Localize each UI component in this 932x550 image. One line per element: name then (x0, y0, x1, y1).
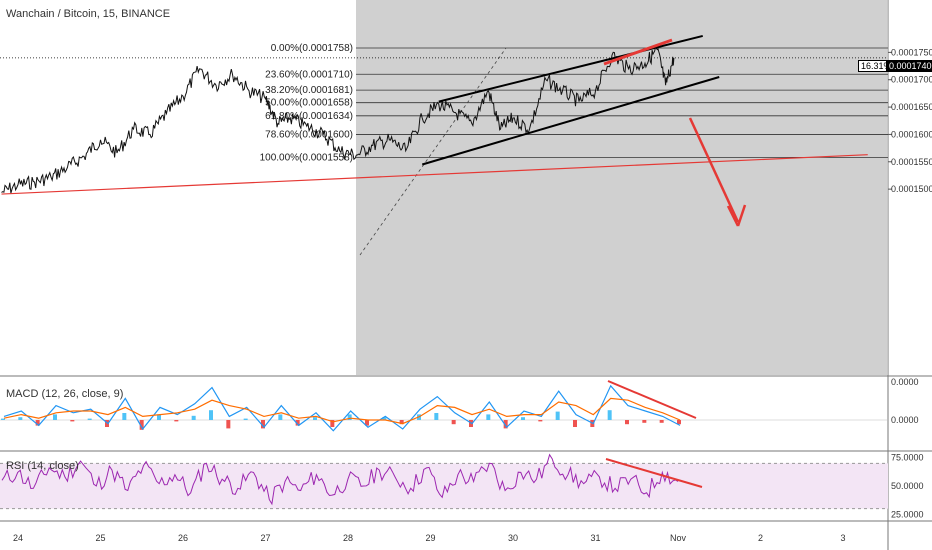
macd-hist-bar (451, 420, 456, 425)
macd-hist-bar (209, 410, 213, 420)
macd-hist-bar (70, 420, 75, 422)
rsi-tick-label: 75.0000 (891, 453, 924, 463)
x-tick-label: Nov (670, 533, 687, 543)
macd-hist-bar (122, 413, 127, 420)
fib-level-label: 50.00%(0.0001658) (265, 98, 353, 109)
macd-hist-bar (1, 418, 5, 420)
macd-hist-bar (538, 420, 543, 422)
x-tick-label: 25 (95, 533, 105, 543)
x-tick-label: 29 (425, 533, 435, 543)
x-tick-label: 26 (178, 533, 188, 543)
macd-hist-bar (625, 420, 629, 425)
macd-hist-bar (382, 417, 387, 420)
y-tick-label: 0.0001500 (891, 184, 932, 194)
price-line (1, 45, 675, 194)
macd-hist-bar (278, 414, 283, 420)
macd-hist-bar (642, 420, 647, 423)
macd-tick-label: 0.0000 (891, 377, 919, 387)
macd-pane-title: MACD (12, 26, close, 9) (6, 388, 124, 400)
fib-level-label: 23.60%(0.0001710) (265, 69, 353, 80)
macd-hist-bar (521, 417, 525, 420)
macd-hist-bar (555, 411, 560, 420)
fib-level-label: 78.60%(0.0001600) (265, 129, 353, 140)
macd-hist-bar (503, 420, 508, 429)
rsi-divergence-line (605, 458, 703, 488)
macd-hist-bar (365, 420, 369, 426)
macd-hist-bar (243, 418, 248, 420)
x-tick-label: 2 (758, 533, 763, 543)
macd-hist-bar (139, 420, 144, 430)
macd-hist-bar (677, 420, 681, 425)
macd-hist-bar (313, 417, 317, 420)
forecast-arrow-head (726, 204, 747, 227)
macd-hist-bar (486, 414, 491, 420)
dashed-trendline (359, 47, 507, 256)
macd-hist-bar (157, 414, 161, 420)
rsi-pane-title: RSI (14, close) (6, 460, 79, 472)
macd-hist-bar (659, 420, 664, 423)
macd-hist-bar (347, 414, 352, 420)
last-price-tag: 0.0001740 (886, 60, 932, 72)
fib-level-label: 38.20%(0.0001681) (265, 85, 353, 96)
macd-hist-bar (18, 417, 23, 420)
trendline-support (1, 154, 868, 195)
macd-divergence-line (607, 380, 697, 419)
y-tick-label: 0.0001750 (891, 47, 932, 57)
macd-hist-bar (607, 410, 612, 420)
macd-hist-bar (330, 420, 335, 427)
y-tick-label: 0.0001700 (891, 75, 932, 85)
x-tick-label: 31 (590, 533, 600, 543)
macd-hist-bar (573, 420, 577, 427)
rsi-tick-label: 25.0000 (891, 509, 924, 519)
divergence-annotation (603, 38, 673, 66)
fib-level-label: 100.00%(0.0001558) (260, 152, 353, 163)
x-tick-label: 27 (260, 533, 270, 543)
macd-hist-bar (399, 420, 404, 425)
y-tick-label: 0.0001600 (891, 129, 932, 139)
fib-zone (356, 0, 888, 375)
macd-hist-bar (87, 418, 92, 420)
y-tick-label: 0.0001650 (891, 102, 932, 112)
macd-tick-label: 0.0000 (891, 415, 919, 425)
trendline-channel-upper (438, 34, 703, 103)
x-tick-label: 3 (840, 533, 845, 543)
macd-hist-bar (261, 420, 265, 429)
macd-hist-bar (53, 414, 57, 420)
chart-title: Wanchain / Bitcoin, 15, BINANCE (6, 8, 171, 20)
signal-line (3, 397, 681, 425)
macd-hist-bar (295, 420, 300, 426)
macd-hist-bar (434, 413, 439, 420)
rsi-band (0, 463, 888, 509)
macd-hist-bar (226, 420, 231, 429)
macd-hist-bar (174, 420, 179, 422)
x-tick-label: 30 (508, 533, 518, 543)
rsi-tick-label: 50.0000 (891, 481, 924, 491)
macd-hist-bar (191, 415, 196, 420)
fib-level-label: 0.00%(0.0001758) (271, 43, 353, 54)
trendline-channel-lower (421, 76, 720, 166)
x-tick-label: 24 (13, 533, 23, 543)
x-tick-label: 28 (343, 533, 353, 543)
y-tick-label: 0.0001550 (891, 157, 932, 167)
macd-hist-bar (35, 420, 40, 426)
forecast-arrow-shaft (688, 117, 740, 223)
rsi-line (1, 453, 679, 506)
fib-level-label: 61.80%(0.0001634) (265, 111, 353, 122)
